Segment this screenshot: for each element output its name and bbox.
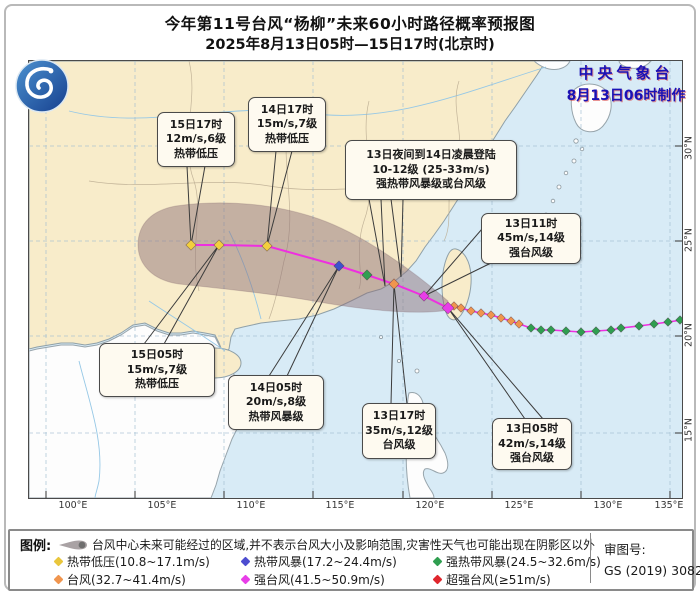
callout-wind: 45m/s,14级 — [497, 231, 565, 245]
legend-panel: 图例: 台风中心未来可能经过的区域,并不表示台风大小及影响范围,灾害性天气也可能… — [8, 529, 700, 591]
lon-label: 120°E — [415, 500, 445, 511]
sty-marker-icon — [240, 574, 251, 585]
legend-item-label: 台风(32.7~41.4m/s) — [67, 573, 186, 587]
korea-peninsula-tip — [533, 61, 571, 70]
callout-wind: 35m/s,12级 — [365, 423, 433, 437]
callout-leader-lines — [143, 150, 544, 420]
lon-label: 110°E — [236, 500, 266, 511]
callout-wind: 20m/s,8级 — [245, 395, 307, 409]
sts-marker-icon — [432, 556, 443, 567]
callout-category: 台风级 — [382, 438, 416, 452]
callout-time: 15日17时 — [169, 117, 223, 131]
lat-label: 25°N — [683, 228, 695, 252]
callout-landfall-category: 强热带风暴级或台风级 — [376, 177, 486, 191]
callout-wind: 12m/s,6级 — [165, 132, 227, 146]
callout-14d17h: 14日17时 15m/s,7级 热带低压 — [248, 97, 326, 152]
callout-time: 13日05时 — [505, 422, 559, 436]
agency-credit: 中央气象台 8月13日06时制作 — [552, 62, 700, 105]
axis-ticks — [45, 145, 682, 498]
td-marker-icon — [53, 556, 64, 567]
agency-issue-time: 8月13日06时制作 — [566, 88, 686, 104]
legend-title: 图例: — [20, 539, 52, 554]
lon-label: 115°E — [325, 500, 355, 511]
callout-15d17h: 15日17时 12m/s,6级 热带低压 — [157, 112, 235, 167]
map-canvas — [29, 61, 682, 498]
map-license-number: GS (2019) 3082号 — [604, 563, 700, 578]
callout-15d05h: 15日05时 15m/s,7级 热带低压 — [99, 343, 215, 397]
callout-category: 热带风暴级 — [248, 409, 304, 423]
callout-13d05h: 13日05时 42m/s,14级 强台风级 — [492, 418, 572, 470]
callout-landfall-wind: 10-12级 (25-33m/s) — [372, 162, 490, 176]
callout-category: 热带低压 — [135, 377, 179, 391]
legend-divider — [590, 533, 591, 583]
legend-item-label: 热带风暴(17.2~24.4m/s) — [254, 555, 397, 569]
agency-name: 中央气象台 — [578, 64, 674, 82]
map-license-label: 审图号: — [604, 542, 646, 557]
lon-label: 105°E — [147, 500, 177, 511]
lon-label: 130°E — [593, 500, 623, 511]
super-ty-marker-icon — [432, 574, 443, 585]
callout-time: 13日11时 — [504, 216, 558, 230]
forecast-track-points — [185, 239, 455, 315]
cone-icon — [59, 540, 87, 550]
callout-13d11h: 13日11时 45m/s,14级 强台风级 — [481, 213, 581, 264]
legend-disclaimer: 台风中心未来可能经过的区域,并不表示台风大小及影响范围,灾害性天气也可能出现在阴… — [92, 538, 595, 552]
callout-time: 15日05时 — [130, 348, 184, 362]
legend-item-label: 热带低压(10.8~17.1m/s) — [67, 555, 210, 569]
callout-13d17h: 13日17时 35m/s,12级 台风级 — [362, 403, 436, 459]
lon-label: 135°E — [654, 500, 684, 511]
lon-label: 125°E — [504, 500, 534, 511]
legend-item-sts: 强热带风暴(24.5~32.6m/s) — [432, 553, 601, 570]
lat-label: 30°N — [683, 136, 695, 160]
callout-time: 14日05时 — [249, 380, 303, 394]
page-title: 今年第11号台风“杨柳”未来60小时路径概率预报图 — [164, 15, 536, 33]
legend-item-super-ty: 超强台风(≥51m/s) — [432, 571, 551, 588]
observed-track-points — [449, 301, 682, 337]
honshu-fragment — [618, 61, 652, 69]
callout-category: 强台风级 — [510, 451, 554, 465]
callout-category: 热带低压 — [174, 146, 218, 160]
lat-label: 20°N — [683, 323, 695, 347]
cma-logo — [15, 59, 69, 113]
legend-item-td: 热带低压(10.8~17.1m/s) — [53, 553, 210, 570]
page-subtitle: 2025年8月13日05时—15日17时(北京时) — [205, 37, 495, 53]
callout-14d05h: 14日05时 20m/s,8级 热带风暴级 — [228, 375, 324, 430]
legend-item-sty: 强台风(41.5~50.9m/s) — [240, 571, 385, 588]
legend-item-ty: 台风(32.7~41.4m/s) — [53, 571, 186, 588]
lat-label: 15°N — [683, 418, 695, 442]
callout-landfall: 13日夜间到14日凌晨登陆 10-12级 (25-33m/s) 强热带风暴级或台… — [345, 140, 517, 200]
callout-category: 强台风级 — [509, 245, 553, 259]
legend-item-label: 超强台风(≥51m/s) — [446, 573, 551, 587]
lon-label: 100°E — [58, 500, 88, 511]
callout-wind: 15m/s,7级 — [256, 117, 318, 131]
callout-wind: 15m/s,7级 — [126, 362, 188, 376]
legend-item-label: 强台风(41.5~50.9m/s) — [254, 573, 385, 587]
ty-marker-icon — [53, 574, 64, 585]
callout-landfall-time: 13日夜间到14日凌晨登陆 — [366, 148, 496, 162]
typhoon-track-map — [28, 60, 683, 499]
current-position-point — [441, 301, 455, 315]
callout-category: 热带低压 — [265, 131, 309, 145]
callout-wind: 42m/s,14级 — [498, 436, 566, 450]
forecast-track-line — [191, 244, 449, 309]
rivers — [68, 66, 547, 498]
legend-item-label: 强热带风暴(24.5~32.6m/s) — [446, 555, 601, 569]
probability-cone — [137, 202, 449, 313]
legend-item-ts: 热带风暴(17.2~24.4m/s) — [240, 553, 397, 570]
callout-time: 14日17时 — [260, 102, 314, 116]
ts-marker-icon — [240, 556, 251, 567]
callout-time: 13日17时 — [372, 409, 426, 423]
